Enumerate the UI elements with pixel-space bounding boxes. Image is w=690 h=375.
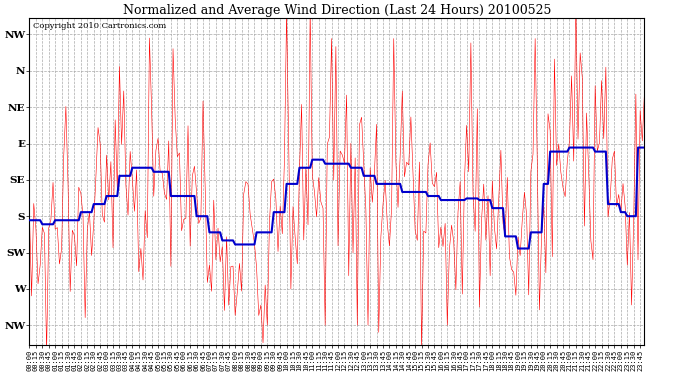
Text: Copyright 2010 Cartronics.com: Copyright 2010 Cartronics.com <box>32 22 166 30</box>
Title: Normalized and Average Wind Direction (Last 24 Hours) 20100525: Normalized and Average Wind Direction (L… <box>123 4 551 17</box>
